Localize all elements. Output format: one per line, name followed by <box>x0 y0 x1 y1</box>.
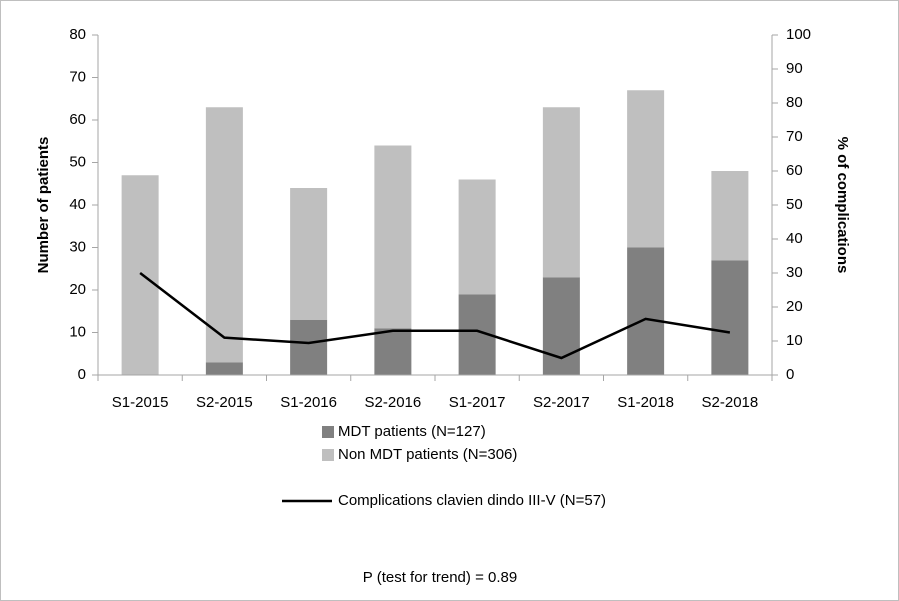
y-tick-label: 40 <box>69 196 86 213</box>
y2-tick-label: 10 <box>786 332 803 349</box>
bar <box>121 175 159 375</box>
bar <box>627 247 665 375</box>
legend-swatch <box>322 449 334 461</box>
bar <box>627 90 665 248</box>
y-tick-label: 0 <box>78 366 86 383</box>
bar <box>374 328 412 375</box>
legend-label: Non MDT patients (N=306) <box>338 446 517 463</box>
legend-swatch <box>322 426 334 438</box>
y2-tick-label: 90 <box>786 60 803 77</box>
y-tick-label: 10 <box>69 323 86 340</box>
y2-tick-label: 100 <box>786 26 811 43</box>
y2-tick-label: 80 <box>786 94 803 111</box>
x-tick-label: S1-2015 <box>112 394 169 411</box>
x-tick-label: S2-2018 <box>702 394 759 411</box>
y2-tick-label: 30 <box>786 264 803 281</box>
bar <box>290 188 328 320</box>
y2-tick-label: 70 <box>786 128 803 145</box>
bar <box>542 277 580 375</box>
x-tick-label: S2-2015 <box>196 394 253 411</box>
x-tick-label: S2-2017 <box>533 394 590 411</box>
bar <box>711 171 749 261</box>
bar <box>711 260 749 375</box>
y2-tick-label: 50 <box>786 196 803 213</box>
y2-tick-label: 40 <box>786 230 803 247</box>
annotation: P (test for trend) = 0.89 <box>363 569 517 586</box>
y2-tick-label: 60 <box>786 162 803 179</box>
legend-label: MDT patients (N=127) <box>338 423 486 440</box>
y2-tick-label: 20 <box>786 298 803 315</box>
bar <box>205 107 243 363</box>
bar <box>374 145 412 329</box>
bar <box>205 362 243 375</box>
x-tick-label: S1-2018 <box>617 394 674 411</box>
legend-label: Complications clavien dindo III-V (N=57) <box>338 492 606 509</box>
x-tick-label: S1-2017 <box>449 394 506 411</box>
bar <box>290 319 328 375</box>
y-tick-label: 50 <box>69 153 86 170</box>
y-tick-label: 80 <box>69 26 86 43</box>
y2-tick-label: 0 <box>786 366 794 383</box>
y-tick-label: 60 <box>69 111 86 128</box>
x-tick-label: S2-2016 <box>365 394 422 411</box>
bar <box>542 107 580 278</box>
y-tick-label: 20 <box>69 281 86 298</box>
y-tick-label: 30 <box>69 238 86 255</box>
y-tick-label: 70 <box>69 68 86 85</box>
bar <box>458 179 496 295</box>
line <box>139 272 731 360</box>
y2-axis-title: % of complications <box>834 137 851 274</box>
y-axis-title: Number of patients <box>35 137 52 274</box>
x-tick-label: S1-2016 <box>280 394 337 411</box>
